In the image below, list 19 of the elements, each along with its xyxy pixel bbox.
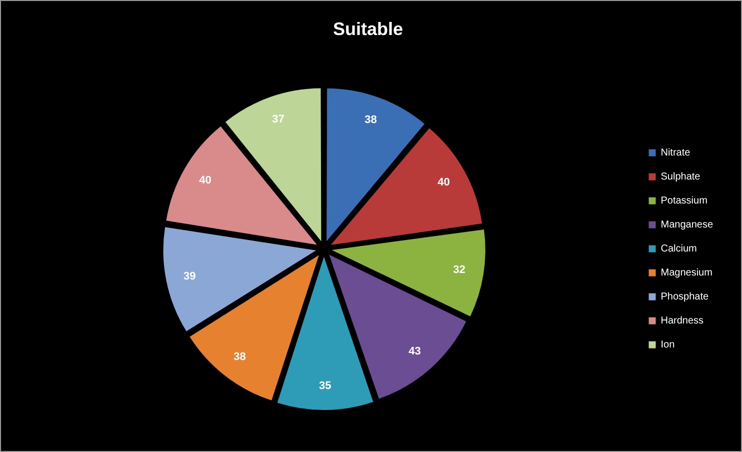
- data-label: 38: [234, 350, 246, 363]
- chart-title: Suitable: [332, 18, 404, 39]
- data-label: 32: [453, 264, 466, 276]
- legend-label: Hardness: [660, 316, 704, 327]
- data-label: 39: [184, 270, 196, 282]
- legend-label: Calcium: [660, 244, 697, 255]
- data-label: 35: [319, 380, 332, 392]
- data-label: 37: [272, 114, 284, 126]
- legend-label: Manganese: [660, 220, 714, 231]
- legend-label: Magnesium: [660, 268, 712, 279]
- data-label: 40: [438, 176, 450, 189]
- legend-label: Nitrate: [660, 148, 691, 159]
- legend-label: Phosphate: [660, 292, 709, 303]
- data-label: 40: [199, 174, 212, 186]
- legend-label: Ion: [660, 340, 675, 351]
- data-label: 38: [364, 114, 377, 126]
- legend-label: Potassium: [660, 196, 708, 207]
- data-label: 43: [408, 345, 421, 358]
- legend-label: Sulphate: [660, 172, 701, 183]
